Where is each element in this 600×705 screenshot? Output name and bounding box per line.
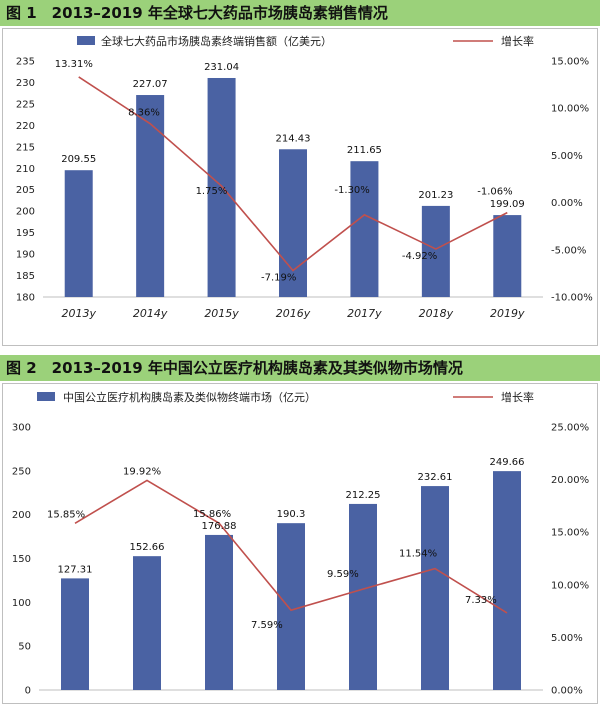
y-right-tick-label: 15.00%	[551, 528, 589, 539]
y-left-tick-label: 250	[12, 466, 31, 477]
line-data-label: 15.86%	[193, 509, 231, 520]
chart-area: 全球七大药品市场胰岛素终端销售额（亿美元） 增长率 180 185 190 195 200 2…	[2, 28, 598, 346]
bar-data-label: 176.88	[202, 521, 237, 532]
y-left-tick-label: 225	[16, 99, 35, 110]
figure-1: 图 1 2013–2019 年全球七大药品市场胰岛素销售情况 全球七大药品市场胰…	[0, 0, 600, 346]
y-left-tick-label: 180	[16, 293, 35, 304]
figure-title: 图 1 2013–2019 年全球七大药品市场胰岛素销售情况	[0, 0, 600, 26]
y-right-tick-label: 0.00%	[551, 686, 583, 697]
bar	[421, 486, 449, 690]
x-tick-label: 2019y	[490, 307, 525, 320]
line-data-label: -7.19%	[261, 272, 296, 283]
bar-data-label: 152.66	[130, 542, 165, 553]
y-left-tick-label: 235	[16, 57, 35, 68]
chart-1-svg: 全球七大药品市场胰岛素终端销售额（亿美元） 增长率 180 185 190 195 200 2…	[3, 29, 599, 347]
bar-data-label: 201.23	[418, 190, 453, 201]
line-data-label: 8.36%	[128, 108, 160, 119]
y-left-tick-label: 215	[16, 142, 35, 153]
chart-area: 中国公立医疗机构胰岛素及类似物终端市场（亿元） 增长率 0 50 100 150 200 25…	[2, 383, 598, 704]
y-right-tick-label: 10.00%	[551, 104, 589, 115]
y-right-tick-label: 20.00%	[551, 475, 589, 486]
bar	[133, 556, 161, 690]
figure-2: 图 2 2013–2019 年中国公立医疗机构胰岛素及其类似物市场情况 中国公立…	[0, 355, 600, 704]
y-right-tick-label: -5.00%	[551, 245, 586, 256]
line-data-label: 15.85%	[47, 509, 85, 520]
bar-data-label: 199.09	[490, 199, 525, 210]
bar	[61, 578, 89, 690]
y-left-tick-label: 200	[12, 510, 31, 521]
bar-data-label: 231.04	[204, 62, 239, 73]
bar	[349, 504, 377, 690]
bar-data-label: 127.31	[58, 564, 93, 575]
line-data-label: 9.59%	[327, 569, 359, 580]
legend-line-label: 增长率	[501, 34, 534, 48]
x-tick-label: 2014y	[133, 307, 168, 320]
legend-bar-swatch	[37, 392, 55, 401]
x-tick-label: 2017y	[347, 307, 382, 320]
chart-2-svg: 中国公立医疗机构胰岛素及类似物终端市场（亿元） 增长率 0 50 100 150 200 25…	[3, 384, 599, 705]
bar-data-label: 209.55	[61, 154, 96, 165]
y-left-tick-label: 190	[16, 250, 35, 261]
y-left-tick-label: 210	[16, 164, 35, 175]
y-left-tick-label: 230	[16, 78, 35, 89]
y-left-tick-label: 100	[12, 598, 31, 609]
bar	[205, 535, 233, 690]
bar	[493, 215, 521, 297]
y-right-tick-label: 15.00%	[551, 57, 589, 68]
legend-line-label: 增长率	[501, 390, 534, 404]
legend: 全球七大药品市场胰岛素终端销售额（亿美元） 增长率	[77, 34, 534, 48]
bar-data-label: 227.07	[133, 79, 168, 90]
y-left-tick-label: 185	[16, 271, 35, 282]
bar	[65, 170, 93, 297]
y-left-tick-label: 205	[16, 185, 35, 196]
bar	[350, 161, 378, 297]
y-left-tick-label: 0	[25, 686, 31, 697]
y-right-tick-label: 5.00%	[551, 633, 583, 644]
bar	[493, 471, 521, 690]
legend: 中国公立医疗机构胰岛素及类似物终端市场（亿元） 增长率	[37, 390, 534, 404]
x-tick-label: 2013y	[61, 307, 96, 320]
bar-data-label: 190.3	[277, 509, 306, 520]
y-right-tick-label: 25.00%	[551, 423, 589, 434]
bar-data-label: 212.25	[346, 490, 381, 501]
y-right-tick-label: -10.00%	[551, 293, 593, 304]
y-left-tick-label: 50	[18, 642, 31, 653]
line-data-label: -1.06%	[477, 187, 512, 198]
legend-bar-swatch	[77, 36, 95, 45]
y-right-tick-label: 0.00%	[551, 198, 583, 209]
bar-data-label: 211.65	[347, 145, 382, 156]
line-data-label: 11.54%	[399, 549, 437, 560]
y-left-tick-label: 300	[12, 423, 31, 434]
y-left-tick-label: 195	[16, 228, 35, 239]
y-right-tick-label: 10.00%	[551, 580, 589, 591]
line-data-label: 7.33%	[465, 595, 497, 606]
figure-title: 图 2 2013–2019 年中国公立医疗机构胰岛素及其类似物市场情况	[0, 355, 600, 381]
x-tick-label: 2018y	[419, 307, 454, 320]
line-data-label: -4.92%	[402, 251, 437, 262]
x-tick-label: 2015y	[204, 307, 239, 320]
bar-data-label: 232.61	[418, 472, 453, 483]
legend-bar-label: 中国公立医疗机构胰岛素及类似物终端市场（亿元）	[63, 390, 316, 404]
bar-data-label: 249.66	[490, 457, 525, 468]
line-data-label: 19.92%	[123, 466, 161, 477]
line-data-label: -1.30%	[334, 185, 369, 196]
line-data-label: 13.31%	[55, 59, 93, 70]
y-right-tick-label: 5.00%	[551, 151, 583, 162]
y-left-tick-label: 220	[16, 121, 35, 132]
x-tick-label: 2016y	[276, 307, 311, 320]
y-left-tick-label: 150	[12, 554, 31, 565]
bar	[136, 95, 164, 297]
legend-bar-label: 全球七大药品市场胰岛素终端销售额（亿美元）	[101, 34, 332, 48]
line-data-label: 1.75%	[196, 186, 228, 197]
line-data-label: 7.59%	[251, 620, 283, 631]
y-left-tick-label: 200	[16, 207, 35, 218]
bar-data-label: 214.43	[276, 133, 311, 144]
